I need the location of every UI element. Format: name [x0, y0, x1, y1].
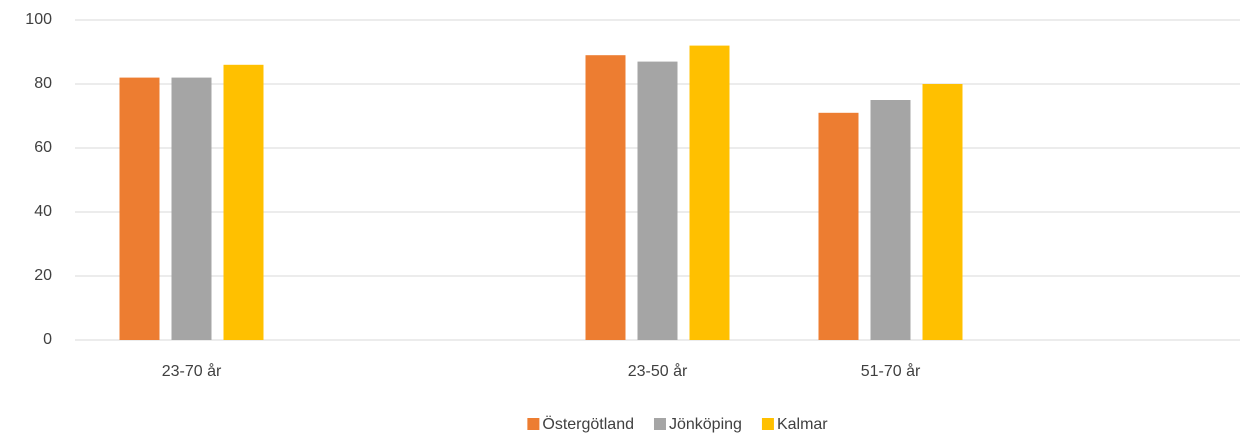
- bar: [637, 61, 678, 340]
- y-tick-label: 60: [34, 139, 52, 156]
- legend-swatch: [653, 418, 666, 430]
- y-tick-label: 100: [25, 11, 52, 28]
- legend-item: Kalmar: [761, 416, 828, 433]
- legend-item: Jönköping: [653, 416, 742, 433]
- bar: [119, 77, 160, 340]
- bar: [818, 112, 859, 340]
- bar: [922, 84, 963, 340]
- legend-label: Kalmar: [777, 416, 828, 433]
- legend-swatch: [527, 418, 540, 430]
- x-tick-label: 23-50 år: [628, 362, 688, 380]
- bar: [689, 45, 730, 340]
- bar: [870, 100, 911, 340]
- y-tick-label: 0: [43, 331, 52, 348]
- bar: [585, 55, 626, 340]
- x-tick-label: 23-70 år: [162, 362, 222, 380]
- x-tick-label: 51-70 år: [861, 362, 921, 380]
- legend: Östergötland Jönköping Kalmar: [527, 415, 828, 433]
- legend-label: Jönköping: [669, 416, 742, 433]
- legend-label: Östergötland: [542, 415, 634, 433]
- legend-item: Östergötland: [527, 415, 634, 433]
- bar: [223, 64, 264, 341]
- y-tick-label: 20: [34, 267, 52, 284]
- y-tick-label: 40: [34, 203, 52, 220]
- y-tick-label: 80: [34, 75, 52, 92]
- bar: [171, 77, 212, 340]
- legend-swatch: [761, 418, 774, 430]
